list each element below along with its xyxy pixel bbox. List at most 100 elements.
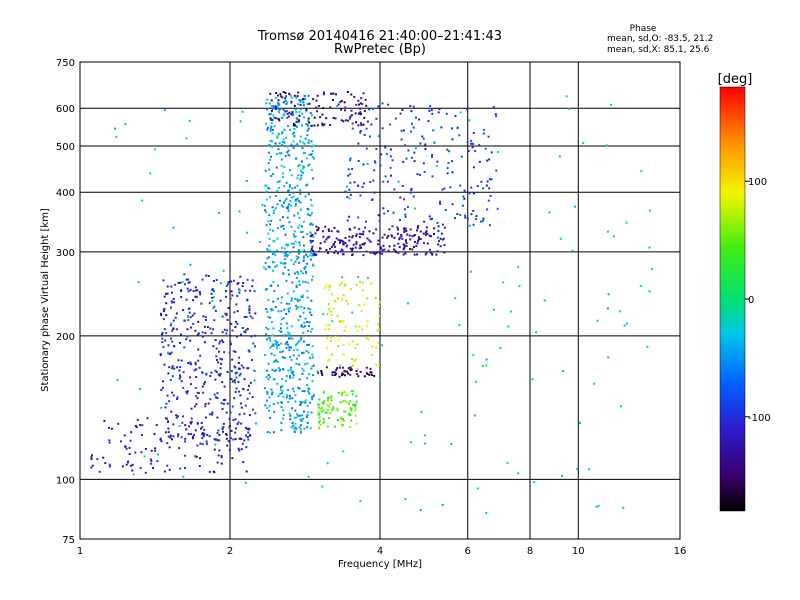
data-point [213,319,216,322]
data-point [444,209,447,211]
data-point [299,428,302,431]
data-point [298,249,301,252]
data-point [411,248,414,251]
data-point [302,340,305,343]
data-point [362,254,365,257]
data-point [222,399,225,402]
data-point [280,386,282,388]
data-point [312,235,315,238]
data-point [267,232,270,235]
data-point [289,377,292,379]
data-point [164,406,167,409]
data-point [376,329,379,332]
data-point [481,219,484,222]
data-point [200,427,202,430]
data-point [327,396,329,399]
data-point [309,258,312,261]
data-point [346,219,349,222]
data-point [333,371,336,374]
data-point [296,197,299,200]
data-point [303,427,306,430]
data-point [303,249,306,252]
data-point [293,390,296,393]
data-point [201,335,204,338]
data-point [307,164,309,167]
data-point [172,297,175,300]
data-point [378,328,380,331]
data-point [294,108,297,111]
data-point [431,153,434,156]
data-point [264,169,267,172]
data-point [312,98,315,101]
data-point [319,408,322,411]
data-point [209,327,212,330]
data-point [274,342,277,345]
data-point [308,153,311,156]
data-point [178,377,181,380]
data-point [299,201,302,204]
data-point [214,378,217,381]
data-point [417,238,420,241]
data-point [441,238,444,241]
data-point [225,284,228,287]
data-point [412,105,415,108]
data-point [279,393,282,395]
data-point [251,408,254,411]
data-point [214,443,217,446]
data-point [339,364,342,367]
data-point [249,289,252,292]
data-point [102,456,105,459]
data-point [332,243,335,245]
data-point [294,393,297,396]
data-point [359,129,362,132]
data-point [272,253,274,256]
data-point [221,381,224,384]
data-point [210,292,213,295]
data-point [335,237,338,240]
data-point [227,440,230,443]
data-point [310,168,313,171]
data-point [222,402,225,405]
data-point [282,417,285,420]
data-point [283,251,286,254]
data-point [222,426,225,429]
data-point [619,405,622,408]
data-point [271,118,274,121]
data-point [282,205,285,208]
data-point [177,415,179,418]
data-point [253,379,256,382]
data-point [350,288,353,290]
data-point [180,289,183,292]
data-point [231,457,234,460]
data-point [368,108,371,111]
data-point [342,241,345,243]
data-point [189,362,192,365]
data-point [170,306,172,309]
data-point [299,400,302,403]
data-point [360,246,362,249]
data-point [294,409,297,412]
data-point [214,396,217,399]
data-point [336,419,339,422]
data-point [307,307,310,310]
data-point [639,284,642,287]
data-point [355,233,358,236]
data-point [410,110,413,113]
data-point [306,183,309,186]
data-point [254,312,257,315]
data-point [245,426,247,429]
data-point [188,120,191,122]
data-point [274,105,277,108]
data-point [279,388,282,391]
data-point [290,371,293,374]
data-point [229,297,232,300]
data-point [430,235,433,238]
data-point [640,169,643,172]
data-point [401,109,404,111]
data-point [280,323,283,325]
data-point [268,244,271,247]
data-point [299,101,302,104]
data-point [387,103,390,106]
data-point [384,175,387,178]
data-point [298,284,301,286]
